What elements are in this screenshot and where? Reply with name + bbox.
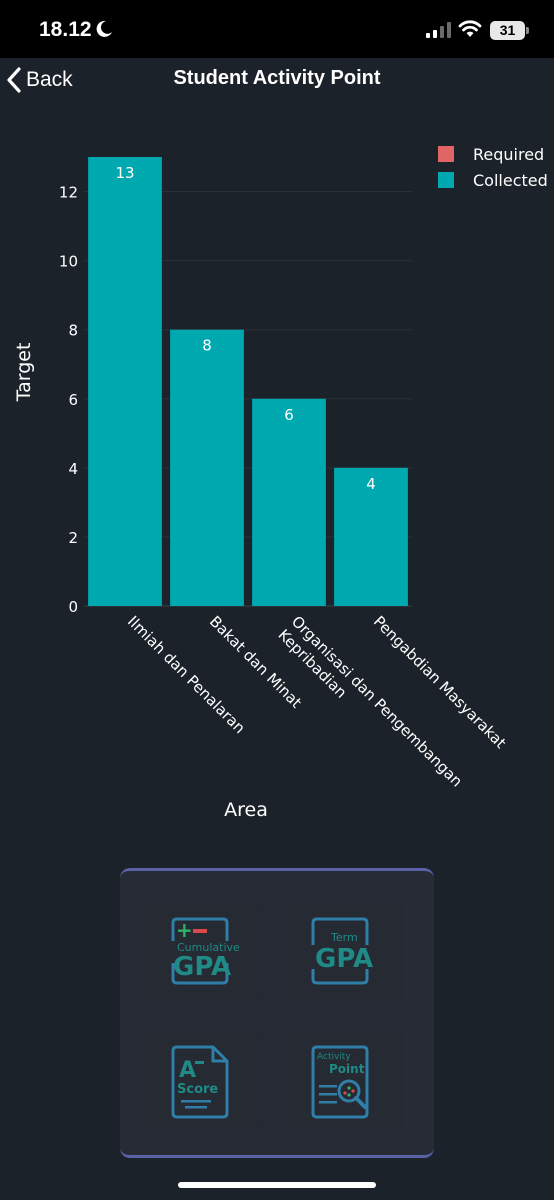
legend-swatch-collected[interactable] — [438, 172, 454, 188]
x-axis-label: Area — [224, 799, 268, 821]
status-bar: 18.12 31 — [0, 0, 554, 58]
battery-tip — [526, 27, 529, 34]
bar-collected[interactable] — [334, 467, 408, 606]
bar-collected[interactable] — [170, 329, 244, 606]
bar-collected[interactable] — [88, 157, 162, 606]
y-tick-label: 12 — [59, 184, 78, 202]
cumulative-gpa-main: GPA — [173, 952, 231, 982]
chart-y-ticks: 0 2 4 6 8 10 12 — [59, 184, 78, 616]
chart-bars — [88, 157, 408, 606]
bar-value-label: 13 — [115, 164, 134, 182]
term-gpa-top: Term — [330, 931, 358, 944]
y-axis-label: Target — [13, 343, 35, 403]
a-score-button[interactable]: A Score — [146, 1031, 264, 1131]
moon-icon — [96, 20, 112, 37]
term-gpa-main: GPA — [315, 944, 373, 974]
y-tick-label: 10 — [59, 253, 78, 271]
chevron-left-icon — [7, 67, 21, 93]
chart-data-labels: 13 8 6 4 — [115, 164, 375, 493]
x-tick-label-line: Organisasi dan Pengembangan — [288, 612, 466, 790]
status-time: 18.12 — [39, 18, 92, 41]
bar-value-label: 8 — [202, 337, 212, 355]
home-indicator — [178, 1182, 376, 1188]
activity-point-main: Point — [329, 1062, 365, 1076]
battery-icon: 31 — [490, 21, 525, 40]
activity-point-top: Activity — [317, 1052, 351, 1062]
y-tick-label: 6 — [68, 391, 78, 409]
term-gpa-button[interactable]: Term GPA — [286, 901, 404, 1001]
wifi-icon — [458, 20, 482, 37]
back-label: Back — [26, 68, 73, 91]
y-tick-label: 4 — [68, 460, 78, 478]
a-score-main: Score — [177, 1082, 218, 1097]
back-button[interactable]: Back — [6, 64, 73, 96]
cumulative-gpa-top: Cumulative — [177, 941, 240, 954]
bar-value-label: 4 — [366, 475, 376, 493]
activity-point-chart: 13 8 6 4 0 2 4 6 8 10 12 Ilmiah dan PenalaranBaka… — [13, 145, 548, 821]
term-gpa-icon: Term GPA — [309, 917, 385, 985]
cumulative-gpa-button[interactable]: + Cumulative GPA — [146, 901, 264, 1001]
page-title: Student Activity Point — [173, 67, 381, 89]
signal-icon — [426, 22, 451, 38]
y-tick-label: 2 — [68, 529, 78, 547]
legend-label-required[interactable]: Required — [473, 145, 544, 164]
legend-label-collected[interactable]: Collected — [473, 171, 548, 190]
y-tick-label: 8 — [68, 322, 78, 340]
a-score-icon: A Score — [171, 1045, 229, 1119]
cumulative-gpa-icon: + Cumulative GPA — [169, 917, 245, 985]
activity-point-icon: Activity Point — [311, 1045, 369, 1119]
legend-swatch-required[interactable] — [438, 146, 454, 162]
y-tick-label: 0 — [68, 598, 78, 616]
bar-value-label: 6 — [284, 406, 294, 424]
chart-legend: Required Collected — [438, 145, 548, 190]
menu-card: + Cumulative GPA Term GPA A Score Acti — [120, 868, 434, 1158]
x-tick-label: Pengabdian Masyarakat — [370, 612, 510, 752]
activity-point-button[interactable]: Activity Point — [286, 1031, 404, 1131]
a-score-top: A — [179, 1058, 196, 1083]
x-tick-label-line: Pengabdian Masyarakat — [370, 612, 510, 752]
svg-text:+: + — [176, 918, 193, 942]
bar-collected[interactable] — [252, 398, 326, 606]
